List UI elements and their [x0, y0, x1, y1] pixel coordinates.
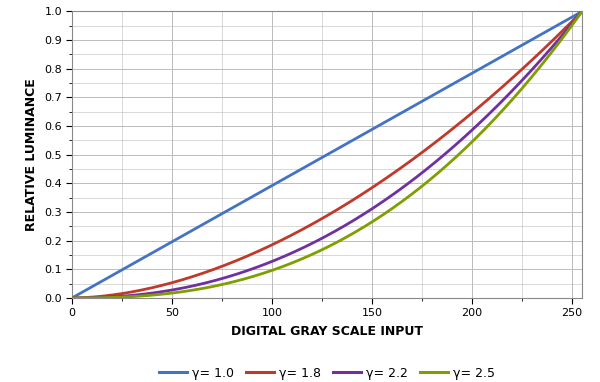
γ= 1.8 — [68, 296, 76, 300]
γ= 2.5 — [303, 255, 310, 259]
γ= 1.8 — [316, 217, 323, 222]
γ= 1.8 — [563, 24, 571, 29]
γ= 1.0 — [316, 156, 323, 161]
γ= 2.2 — [68, 296, 76, 300]
γ= 1.8 — [470, 109, 477, 114]
γ= 2.2 — [578, 9, 586, 14]
Line: γ= 2.2: γ= 2.2 — [72, 11, 582, 298]
γ= 1.8 — [563, 24, 571, 29]
γ= 2.5 — [68, 296, 76, 300]
γ= 1.0 — [94, 281, 101, 286]
γ= 2.2 — [303, 244, 310, 248]
γ= 1.0 — [578, 9, 586, 14]
γ= 1.0 — [303, 164, 310, 168]
γ= 2.2 — [316, 237, 323, 241]
γ= 2.5 — [470, 138, 477, 142]
γ= 1.8 — [578, 9, 586, 14]
X-axis label: DIGITAL GRAY SCALE INPUT: DIGITAL GRAY SCALE INPUT — [231, 325, 423, 338]
γ= 2.5 — [316, 248, 323, 253]
γ= 1.8 — [94, 294, 101, 299]
Legend: γ= 1.0, γ= 1.8, γ= 2.2, γ= 2.5: γ= 1.0, γ= 1.8, γ= 2.2, γ= 2.5 — [154, 361, 500, 382]
γ= 1.0 — [68, 296, 76, 300]
Y-axis label: RELATIVE LUMINANCE: RELATIVE LUMINANCE — [25, 78, 38, 231]
Line: γ= 1.0: γ= 1.0 — [72, 11, 582, 298]
γ= 2.2 — [563, 28, 571, 32]
γ= 2.2 — [94, 295, 101, 300]
γ= 2.5 — [563, 29, 571, 34]
γ= 2.2 — [563, 27, 571, 32]
Line: γ= 2.5: γ= 2.5 — [72, 11, 582, 298]
γ= 2.5 — [563, 30, 571, 34]
γ= 1.0 — [563, 18, 571, 22]
γ= 2.2 — [470, 126, 477, 131]
γ= 2.5 — [578, 9, 586, 14]
γ= 1.0 — [563, 18, 571, 22]
Line: γ= 1.8: γ= 1.8 — [72, 11, 582, 298]
γ= 2.5 — [94, 296, 101, 300]
γ= 1.0 — [470, 70, 477, 74]
γ= 1.8 — [303, 225, 310, 230]
